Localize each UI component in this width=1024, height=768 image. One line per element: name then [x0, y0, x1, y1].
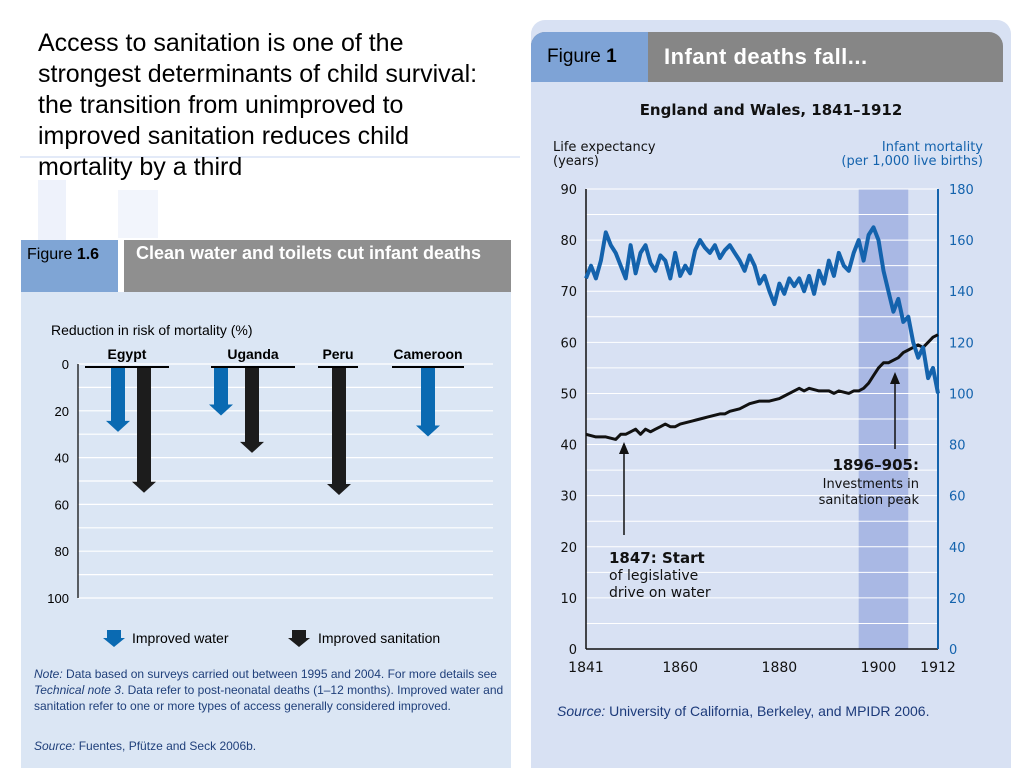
figure-1-panel — [531, 20, 1011, 768]
annotation-text: of legislative — [609, 568, 698, 584]
annotation-arrow-head — [890, 372, 900, 384]
x-tick-label: 1900 — [861, 660, 897, 676]
decorative-block — [38, 180, 66, 240]
series-infant-mortality — [584, 225, 940, 394]
line-chart: England and Wales, 1841–1912 Life expecta… — [553, 101, 983, 676]
y-tick-label-right: 60 — [949, 490, 966, 505]
legend-label: Improved water — [132, 630, 229, 646]
y-tick-label-left: 80 — [560, 234, 577, 249]
bar-improved-sanitation — [132, 368, 156, 493]
annotation-text: 1847: Start — [609, 549, 705, 567]
y-tick-label-right: 180 — [949, 183, 974, 198]
figure-1-header: Figure 1 Infant deaths fall... — [531, 32, 1003, 82]
legend-swatch-water — [103, 630, 125, 647]
y-tick-label: 40 — [55, 451, 69, 466]
y-tick-label-left: 20 — [560, 541, 577, 556]
x-tick-label: 1841 — [568, 660, 604, 676]
figure-1-6-source: Source: Fuentes, Pfütze and Seck 2006b. — [34, 739, 509, 753]
bar-improved-water — [106, 368, 130, 432]
y-tick-label-left: 60 — [560, 336, 577, 351]
figure-1-6-header: Figure 1.6 Clean water and toilets cut i… — [21, 240, 511, 292]
y-tick-label: 0 — [62, 357, 69, 372]
x-tick-label: 1912 — [920, 660, 956, 676]
y-tick-label-right: 120 — [949, 336, 974, 351]
y-tick-label-right: 40 — [949, 541, 966, 556]
y-axis-right-label: Infant mortality — [882, 140, 983, 155]
y-tick-label: 20 — [55, 404, 69, 419]
figure-1-6-title: Clean water and toilets cut infant death… — [136, 243, 482, 263]
decorative-block — [118, 190, 158, 238]
y-tick-label-right: 160 — [949, 234, 974, 249]
y-axis-left-label: Life expectancy — [553, 140, 656, 155]
x-tick-label: 1860 — [662, 660, 698, 676]
category-label: Peru — [322, 346, 353, 362]
y-tick-label-left: 0 — [569, 643, 577, 658]
source-label: Source: — [557, 703, 606, 719]
note-text: Data based on surveys carried out betwee… — [62, 667, 497, 681]
figure-label-number: 1 — [606, 46, 617, 67]
y-tick-label-left: 50 — [560, 387, 577, 402]
source-text: University of California, Berkeley, and … — [605, 703, 930, 719]
figure-label-prefix: Figure — [547, 46, 601, 67]
chart-title: Reduction in risk of mortality (%) — [51, 322, 253, 338]
x-tick-label: 1880 — [762, 660, 798, 676]
legend-swatch-sanitation — [288, 630, 310, 647]
y-tick-label-left: 40 — [560, 439, 577, 454]
y-tick-label-right: 100 — [949, 387, 974, 402]
note-reference: Technical note 3 — [34, 683, 121, 697]
y-axis-right-label: (per 1,000 live births) — [841, 154, 983, 169]
figure-label-number: 1.6 — [76, 246, 100, 263]
annotation-text: sanitation peak — [819, 493, 920, 508]
intro-text: Access to sanitation is one of the stron… — [38, 29, 478, 181]
category-label: Cameroon — [393, 346, 462, 362]
annotation-text: 1896–905: — [832, 456, 919, 474]
series-life-expectancy — [585, 333, 939, 441]
annotation-arrow-head — [619, 442, 629, 454]
y-tick-label-left: 10 — [560, 592, 577, 607]
y-tick-label-right: 20 — [949, 592, 966, 607]
bar-improved-sanitation — [327, 368, 351, 496]
bar-improved-sanitation — [240, 368, 264, 453]
y-tick-label: 80 — [55, 544, 69, 559]
figure-1-label-box: Figure 1 — [531, 32, 648, 82]
figure-1-title: Infant deaths fall... — [664, 44, 868, 69]
figure-1-6-note: Note: Data based on surveys carried out … — [34, 666, 509, 714]
figure-1-source: Source: University of California, Berkel… — [557, 704, 997, 719]
bar-improved-water — [416, 368, 440, 437]
y-tick-label-right: 80 — [949, 439, 966, 454]
y-tick-label-right: 140 — [949, 285, 974, 300]
bar-improved-water — [209, 368, 233, 416]
legend-label: Improved sanitation — [318, 630, 440, 646]
note-label: Note: — [34, 667, 63, 681]
decorative-line — [20, 156, 520, 158]
chart-title: England and Wales, 1841–1912 — [640, 101, 903, 119]
y-tick-label: 60 — [55, 497, 69, 512]
category-label: Egypt — [108, 346, 147, 362]
annotation-text: drive on water — [609, 585, 711, 601]
source-label: Source: — [34, 739, 76, 753]
figure-1-6-panel: Figure 1.6 Clean water and toilets cut i… — [21, 240, 511, 768]
y-tick-label-left: 70 — [560, 285, 577, 300]
y-tick-label-right: 0 — [949, 643, 957, 658]
y-tick-label-left: 30 — [560, 490, 577, 505]
figure-1-6-label-box: Figure 1.6 — [21, 240, 118, 292]
figure-label-prefix: Figure — [27, 246, 73, 263]
figure-1-label: Figure 1 — [547, 46, 617, 68]
figure-1-6-label: Figure 1.6 — [27, 246, 99, 264]
figure-1-6-title-box: Clean water and toilets cut infant death… — [124, 240, 511, 292]
y-tick-label-left: 90 — [560, 183, 577, 198]
source-text: Fuentes, Pfütze and Seck 2006b. — [75, 739, 257, 753]
bar-chart: Reduction in risk of mortality (%) 0 20 40 6… — [47, 322, 493, 647]
note-text-end: . Data refer to post-neonatal deaths (1–… — [34, 683, 504, 713]
y-tick-label: 100 — [47, 591, 69, 606]
annotation-text: Investments in — [823, 477, 919, 492]
y-axis-left-label: (years) — [553, 154, 599, 169]
category-label: Uganda — [227, 346, 279, 362]
